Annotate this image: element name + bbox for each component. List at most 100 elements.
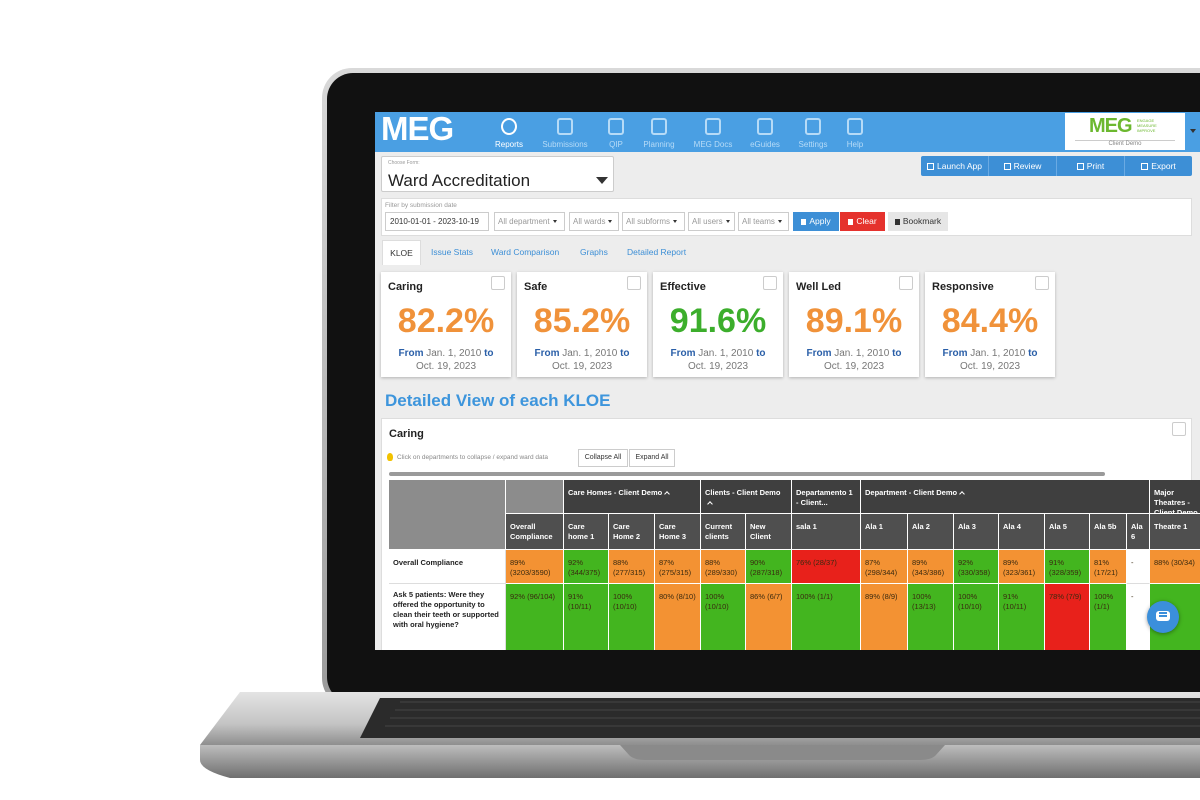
period-end: Oct. 19, 2023 [415, 361, 477, 372]
column-header: Overall Compliance [506, 514, 564, 550]
expand-button[interactable]: Expand All [629, 449, 675, 467]
nav-item[interactable]: Submissions [535, 116, 595, 150]
button-icon [848, 219, 854, 225]
data-cell: 86% (6/7) [746, 584, 792, 650]
data-cell: 78% (7/9) [1045, 584, 1090, 650]
data-cell: 91% (10/11) [564, 584, 609, 650]
nav-icon [847, 118, 863, 135]
dropdown-label: All subforms [626, 217, 671, 226]
data-cell: 89% (343/386) [908, 550, 954, 584]
group-header[interactable]: Care Homes - Client Demo [564, 480, 701, 514]
dropdown-label: All users [692, 217, 723, 226]
data-cell: 90% (287/318) [746, 550, 792, 584]
action-button[interactable]: Export [1124, 156, 1192, 176]
period-end: Oct. 19, 2023 [551, 361, 613, 372]
nav-label: MEG Docs [693, 140, 733, 149]
kpi-menu[interactable] [627, 276, 641, 290]
period-start: Jan. 1, 2010 [970, 348, 1026, 359]
filter-dropdown[interactable]: All subforms [622, 212, 685, 231]
dropdown-label: All department [498, 217, 550, 226]
row-label: Ask 5 patients: Were they offered the op… [389, 584, 506, 650]
period-to: to [892, 348, 902, 359]
filter-dropdown[interactable]: All wards [569, 212, 619, 231]
kpi-menu[interactable] [899, 276, 913, 290]
period-to: to [484, 348, 494, 359]
kpi-menu[interactable] [763, 276, 777, 290]
dropdown-caret [673, 220, 678, 223]
client-tagline: IMPROVE [1137, 128, 1156, 133]
action-icon [1141, 163, 1149, 170]
data-cell: 100% (1/1) [1090, 584, 1127, 650]
filter-dropdown[interactable]: All teams [738, 212, 789, 231]
nav-item[interactable]: Planning [629, 116, 689, 150]
filter-button[interactable]: Bookmark [888, 212, 948, 231]
column-header: sala 1 [792, 514, 861, 550]
tab[interactable]: Issue Stats [431, 247, 474, 257]
panel-menu[interactable] [1172, 422, 1186, 436]
kpi-value: 82.2% [397, 302, 495, 340]
data-cell: 92% (344/375) [564, 550, 609, 584]
filter-button[interactable]: Clear [840, 212, 885, 231]
tab[interactable]: Graphs [580, 247, 608, 257]
date-input[interactable]: 2010-01-01 - 2023-10-19 [385, 212, 489, 231]
data-cell: 91% (10/11) [999, 584, 1045, 650]
column-header: Ala 4 [999, 514, 1045, 550]
kpi-menu[interactable] [1035, 276, 1049, 290]
corner-cell [389, 480, 506, 550]
data-cell: 89% (3203/3590) [506, 550, 564, 584]
filter-dropdown[interactable]: All users [688, 212, 735, 231]
group-label: Care Homes - Client Demo [568, 488, 663, 497]
bulb-icon [387, 453, 393, 461]
dropdown-label: All wards [573, 217, 606, 226]
period-end: Oct. 19, 2023 [959, 361, 1021, 372]
kpi-value: 85.2% [533, 302, 631, 340]
action-label: Print [1086, 161, 1105, 171]
filter-button[interactable]: Apply [793, 212, 839, 231]
period-end: Oct. 19, 2023 [823, 361, 885, 372]
button-label: Bookmark [902, 216, 942, 226]
dropdown-caret [777, 220, 782, 223]
user-caret[interactable] [1190, 129, 1196, 133]
button-label: Apply [809, 216, 831, 226]
action-label: Export [1151, 161, 1176, 171]
nav-item[interactable]: Settings [783, 116, 843, 150]
column-header: Ala 1 [861, 514, 908, 550]
group-label: Clients - Client Demo [705, 488, 781, 497]
button-icon [801, 219, 807, 225]
chat-button[interactable] [1147, 601, 1179, 633]
nav-label: Help [846, 140, 864, 149]
action-button[interactable]: Review [988, 156, 1056, 176]
action-button[interactable]: Print [1056, 156, 1124, 176]
group-header[interactable]: Department - Client Demo [861, 480, 1150, 514]
tab[interactable]: Ward Comparison [491, 247, 560, 257]
collapse-button[interactable]: Collapse All [578, 449, 628, 467]
kpi-menu[interactable] [491, 276, 505, 290]
tab[interactable]: KLOE [382, 240, 421, 265]
action-label: Launch App [937, 161, 982, 171]
scrollbar[interactable] [389, 472, 1105, 476]
filter-dropdown[interactable]: All department [494, 212, 565, 231]
dropdown-label: All teams [742, 217, 775, 226]
nav-label: Settings [798, 140, 828, 149]
data-cell: 88% (289/330) [701, 550, 746, 584]
period-from: From [534, 348, 560, 359]
kpi-period: From Jan. 1, 2010 to Oct. 19, 2023 [797, 347, 911, 373]
client-logo: MEG ENGAGE MEASURE IMPROVE Client Demo [1065, 113, 1185, 150]
client-name: Client Demo [1108, 141, 1142, 147]
logo: MEG [381, 112, 454, 147]
tab[interactable]: Detailed Report [627, 247, 687, 257]
form-label: Choose Form: [388, 160, 420, 166]
action-button[interactable]: Launch App [921, 156, 988, 176]
nav-icon [608, 118, 624, 135]
divider [1075, 140, 1175, 141]
nav-item[interactable]: MEG Docs [683, 116, 743, 150]
nav-item[interactable]: eGuides [735, 116, 795, 150]
nav-item[interactable]: Help [825, 116, 885, 150]
nav-item[interactable]: Reports [479, 116, 539, 150]
nav-item[interactable]: QIP [586, 116, 646, 150]
period-start: Jan. 1, 2010 [834, 348, 890, 359]
group-header[interactable]: Clients - Client Demo [701, 480, 792, 514]
form-select[interactable]: Choose Form: Ward Accreditation [381, 156, 614, 192]
row-label: Overall Compliance [389, 550, 506, 584]
panel: Caring Click on departments to collapse /… [381, 418, 1200, 650]
